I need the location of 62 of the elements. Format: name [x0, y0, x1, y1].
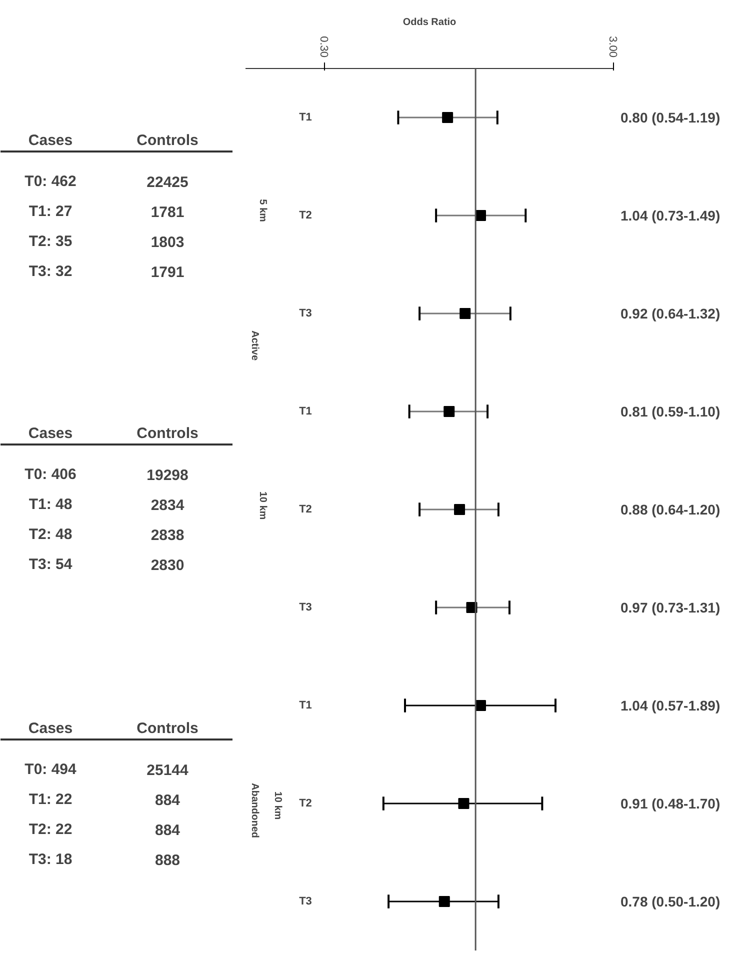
- y-tick-label: T2: [299, 504, 312, 516]
- data-label: 0.88 (0.64-1.20): [620, 502, 720, 518]
- y-tick-label: T1: [299, 406, 312, 418]
- text: 1791: [150, 264, 184, 281]
- data-label: 0.92 (0.64-1.32): [620, 306, 720, 322]
- y-tick-label: T2: [299, 210, 312, 222]
- point: [438, 896, 450, 907]
- text: 2830: [150, 557, 184, 574]
- data-label: 1.04 (0.57-1.89): [620, 698, 720, 714]
- text: 1781: [150, 204, 184, 221]
- annotation: 10 km: [257, 491, 268, 520]
- y-tick-label: T3: [299, 602, 312, 614]
- text: T2: 48: [28, 526, 72, 543]
- text: T1: 48: [28, 496, 72, 513]
- data-label: 0.80 (0.54-1.19): [620, 110, 720, 126]
- text: 1803: [150, 234, 184, 251]
- text: 22425: [146, 174, 188, 191]
- annotation: Abandoned: [249, 783, 260, 838]
- text: Controls: [136, 132, 198, 149]
- x-tick-label: 0.30: [317, 36, 330, 58]
- x-tick-label: 3.00: [606, 36, 618, 58]
- text: 888: [154, 852, 180, 869]
- text: Controls: [136, 425, 198, 442]
- text: 2834: [150, 497, 185, 514]
- y-tick-label: T1: [299, 112, 312, 124]
- data-label: 0.78 (0.50-1.20): [620, 894, 720, 910]
- annotation: 5 km: [257, 199, 268, 222]
- text: T3: 54: [28, 556, 73, 573]
- y-tick-label: T3: [299, 896, 312, 908]
- text: 884: [154, 792, 181, 809]
- point: [458, 798, 470, 809]
- data-label: 1.04 (0.73-1.49): [620, 208, 720, 224]
- text: T0: 406: [24, 466, 76, 483]
- text: T3: 32: [28, 263, 72, 280]
- y-tick-label: T3: [299, 308, 312, 320]
- text: T1: 27: [28, 203, 72, 220]
- annotation: Active: [249, 330, 260, 361]
- point: [442, 112, 454, 123]
- annotation: 10 km: [272, 791, 283, 820]
- point: [444, 406, 455, 417]
- point: [460, 308, 471, 319]
- y-tick-label: T2: [299, 798, 312, 810]
- text: 19298: [146, 467, 188, 484]
- data-label: 0.81 (0.59-1.10): [620, 404, 720, 420]
- text: T0: 494: [24, 761, 78, 778]
- text: Cases: [28, 132, 73, 149]
- text: T0: 462: [24, 173, 76, 190]
- data-label: 0.91 (0.48-1.70): [620, 796, 720, 812]
- text: 884: [154, 822, 181, 839]
- text: 25144: [146, 762, 190, 779]
- point: [454, 504, 466, 515]
- y-tick-label: T1: [299, 700, 312, 712]
- text: T2: 22: [28, 821, 72, 838]
- text: Cases: [28, 425, 73, 442]
- text: T1: 22: [28, 791, 72, 808]
- text: 2838: [150, 527, 184, 544]
- text: T2: 35: [28, 233, 72, 250]
- text: T3: 18: [28, 851, 72, 868]
- text: Cases: [28, 720, 73, 737]
- data-label: 0.97 (0.73-1.31): [620, 600, 720, 616]
- x-axis-title: Odds Ratio: [402, 17, 456, 28]
- text: Controls: [136, 720, 198, 737]
